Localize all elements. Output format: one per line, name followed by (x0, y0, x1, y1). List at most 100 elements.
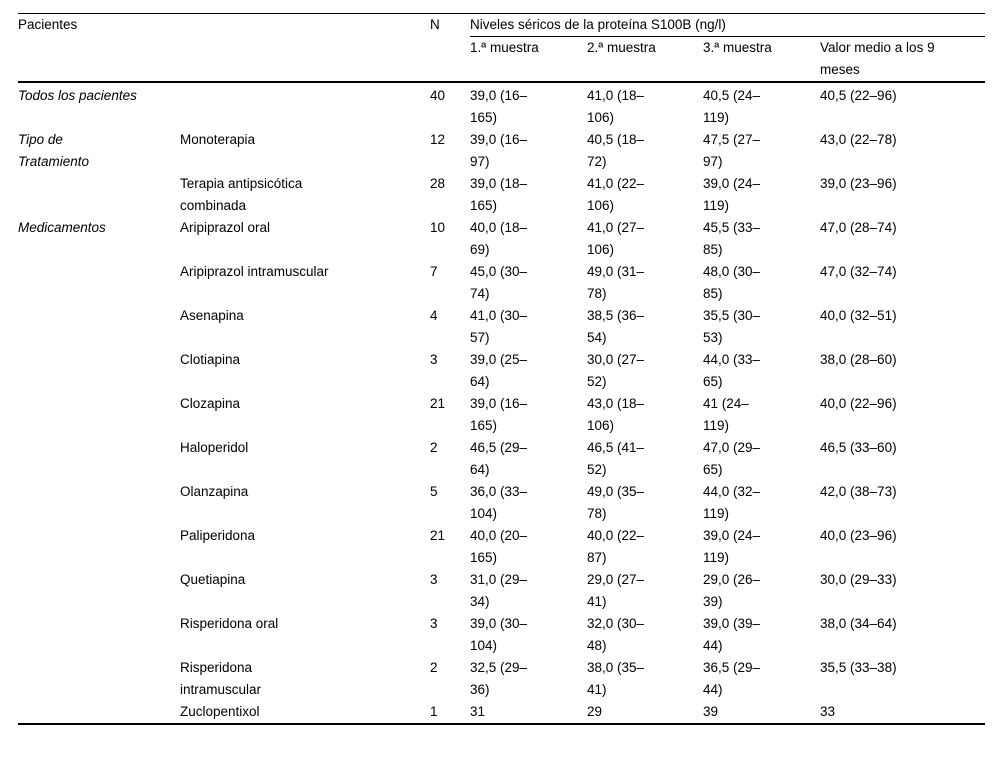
cell-muestra-2: 29,0 (27– 41) (587, 572, 645, 609)
cell-valor-medio: 39,0 (23–96) (820, 176, 897, 191)
cell-n: 3 (430, 572, 438, 587)
cell-valor-medio: 46,5 (33–60) (820, 440, 897, 455)
cell-muestra-2: 29 (587, 704, 603, 719)
cell-treatment: Risperidona intramuscular (180, 660, 262, 697)
column-header-muestra-3: 3.ª muestra (703, 40, 772, 55)
cell-group (18, 349, 180, 393)
cell-muestra-1: 39,0 (16– 165) (470, 396, 528, 433)
cell-n: 5 (430, 484, 438, 499)
cell-treatment: Olanzapina (180, 484, 249, 499)
cell-group (18, 657, 180, 701)
table-row-asenapina: Asenapina 4 41,0 (30– 57) 38,5 (36– 54) … (18, 305, 985, 349)
cell-muestra-1: 39,0 (25– 64) (470, 352, 528, 389)
cell-group (18, 305, 180, 349)
table-row-risperidona-intramuscular: Risperidona intramuscular 2 32,5 (29– 36… (18, 657, 985, 701)
cell-muestra-3: 29,0 (26– 39) (703, 572, 761, 609)
cell-muestra-1: 40,0 (20– 165) (470, 528, 528, 565)
cell-treatment: Risperidona oral (180, 616, 279, 631)
cell-group (18, 173, 180, 217)
cell-muestra-3: 39,0 (24– 119) (703, 176, 761, 213)
cell-valor-medio: 30,0 (29–33) (820, 572, 897, 587)
column-header-muestra-2: 2.ª muestra (587, 40, 656, 55)
cell-group (18, 701, 180, 724)
cell-n: 1 (430, 704, 438, 719)
table-row-aripiprazol-oral: Medicamentos Aripiprazol oral 10 40,0 (1… (18, 217, 985, 261)
cell-muestra-2: 49,0 (31– 78) (587, 264, 645, 301)
cell-muestra-1: 40,0 (18– 69) (470, 220, 528, 257)
cell-muestra-3: 39 (703, 704, 719, 719)
cell-muestra-2: 49,0 (35– 78) (587, 484, 645, 521)
table-row-zuclopentixol: Zuclopentixol 1 31 29 39 33 (18, 701, 985, 724)
cell-treatment: Clotiapina (180, 352, 241, 367)
cell-n: 40 (430, 88, 446, 103)
cell-muestra-1: 31,0 (29– 34) (470, 572, 528, 609)
cell-group (18, 393, 180, 437)
cell-valor-medio: 42,0 (38–73) (820, 484, 897, 499)
cell-valor-medio: 43,0 (22–78) (820, 132, 897, 147)
table-row-terapia-combinada: Terapia antipsicótica combinada 28 39,0 … (18, 173, 985, 217)
column-header-valor-medio: Valor medio a los 9 meses (820, 40, 935, 77)
cell-muestra-3: 44,0 (32– 119) (703, 484, 761, 521)
cell-muestra-1: 32,5 (29– 36) (470, 660, 528, 697)
cell-group: Todos los pacientes (18, 88, 137, 103)
cell-muestra-3: 39,0 (39– 44) (703, 616, 761, 653)
cell-muestra-2: 40,5 (18– 72) (587, 132, 645, 169)
cell-muestra-1: 39,0 (18– 165) (470, 176, 528, 213)
cell-treatment: Haloperidol (180, 440, 249, 455)
cell-n: 28 (430, 176, 446, 191)
cell-valor-medio: 40,0 (22–96) (820, 396, 897, 411)
cell-muestra-3: 41 (24– 119) (703, 396, 749, 433)
cell-treatment (180, 82, 430, 129)
column-header-n: N (430, 17, 440, 32)
cell-muestra-2: 38,0 (35– 41) (587, 660, 645, 697)
cell-muestra-3: 45,5 (33– 85) (703, 220, 761, 257)
cell-valor-medio: 40,0 (32–51) (820, 308, 897, 323)
cell-muestra-2: 32,0 (30– 48) (587, 616, 645, 653)
cell-group (18, 569, 180, 613)
cell-valor-medio: 40,0 (23–96) (820, 528, 897, 543)
cell-muestra-2: 41,0 (27– 106) (587, 220, 645, 257)
cell-group (18, 481, 180, 525)
cell-treatment: Paliperidona (180, 528, 256, 543)
cell-muestra-3: 48,0 (30– 85) (703, 264, 761, 301)
table-row-monoterapia: Tipo de Tratamiento Monoterapia 12 39,0 … (18, 129, 985, 173)
cell-treatment: Terapia antipsicótica combinada (180, 176, 303, 213)
cell-n: 7 (430, 264, 438, 279)
cell-n: 10 (430, 220, 446, 235)
s100b-levels-table: Pacientes N Niveles séricos de la proteí… (18, 13, 986, 725)
table-row-todos-los-pacientes: Todos los pacientes 40 39,0 (16– 165) 41… (18, 82, 985, 129)
cell-n: 3 (430, 616, 438, 631)
cell-muestra-3: 39,0 (24– 119) (703, 528, 761, 565)
cell-valor-medio: 35,5 (33–38) (820, 660, 897, 675)
cell-group (18, 613, 180, 657)
cell-group (18, 525, 180, 569)
cell-muestra-2: 38,5 (36– 54) (587, 308, 645, 345)
cell-valor-medio: 38,0 (28–60) (820, 352, 897, 367)
cell-treatment: Aripiprazol intramuscular (180, 264, 329, 279)
cell-muestra-3: 47,5 (27– 97) (703, 132, 761, 169)
table-row-clotiapina: Clotiapina 3 39,0 (25– 64) 30,0 (27– 52)… (18, 349, 985, 393)
column-header-pacientes: Pacientes (18, 17, 78, 32)
cell-muestra-3: 36,5 (29– 44) (703, 660, 761, 697)
cell-muestra-1: 39,0 (30– 104) (470, 616, 528, 653)
cell-valor-medio: 47,0 (32–74) (820, 264, 897, 279)
cell-valor-medio: 47,0 (28–74) (820, 220, 897, 235)
cell-muestra-2: 41,0 (22– 106) (587, 176, 645, 213)
table-row-olanzapina: Olanzapina 5 36,0 (33– 104) 49,0 (35– 78… (18, 481, 985, 525)
cell-muestra-1: 46,5 (29– 64) (470, 440, 528, 477)
cell-n: 12 (430, 132, 446, 147)
cell-group (18, 261, 180, 305)
cell-muestra-1: 45,0 (30– 74) (470, 264, 528, 301)
table-row-clozapina: Clozapina 21 39,0 (16– 165) 43,0 (18– 10… (18, 393, 985, 437)
cell-treatment: Clozapina (180, 396, 241, 411)
table-row-aripiprazol-intramuscular: Aripiprazol intramuscular 7 45,0 (30– 74… (18, 261, 985, 305)
cell-group: Tipo de Tratamiento (18, 132, 90, 169)
cell-treatment: Quetiapina (180, 572, 246, 587)
cell-muestra-2: 46,5 (41– 52) (587, 440, 645, 477)
cell-n: 3 (430, 352, 438, 367)
cell-valor-medio: 40,5 (22–96) (820, 88, 897, 103)
table-body: Todos los pacientes 40 39,0 (16– 165) 41… (18, 82, 985, 724)
table-row-haloperidol: Haloperidol 2 46,5 (29– 64) 46,5 (41– 52… (18, 437, 985, 481)
column-header-niveles-sericos: Niveles séricos de la proteína S100B (ng… (470, 13, 986, 37)
header-row-sub: 1.ª muestra 2.ª muestra 3.ª muestra Valo… (18, 37, 985, 83)
